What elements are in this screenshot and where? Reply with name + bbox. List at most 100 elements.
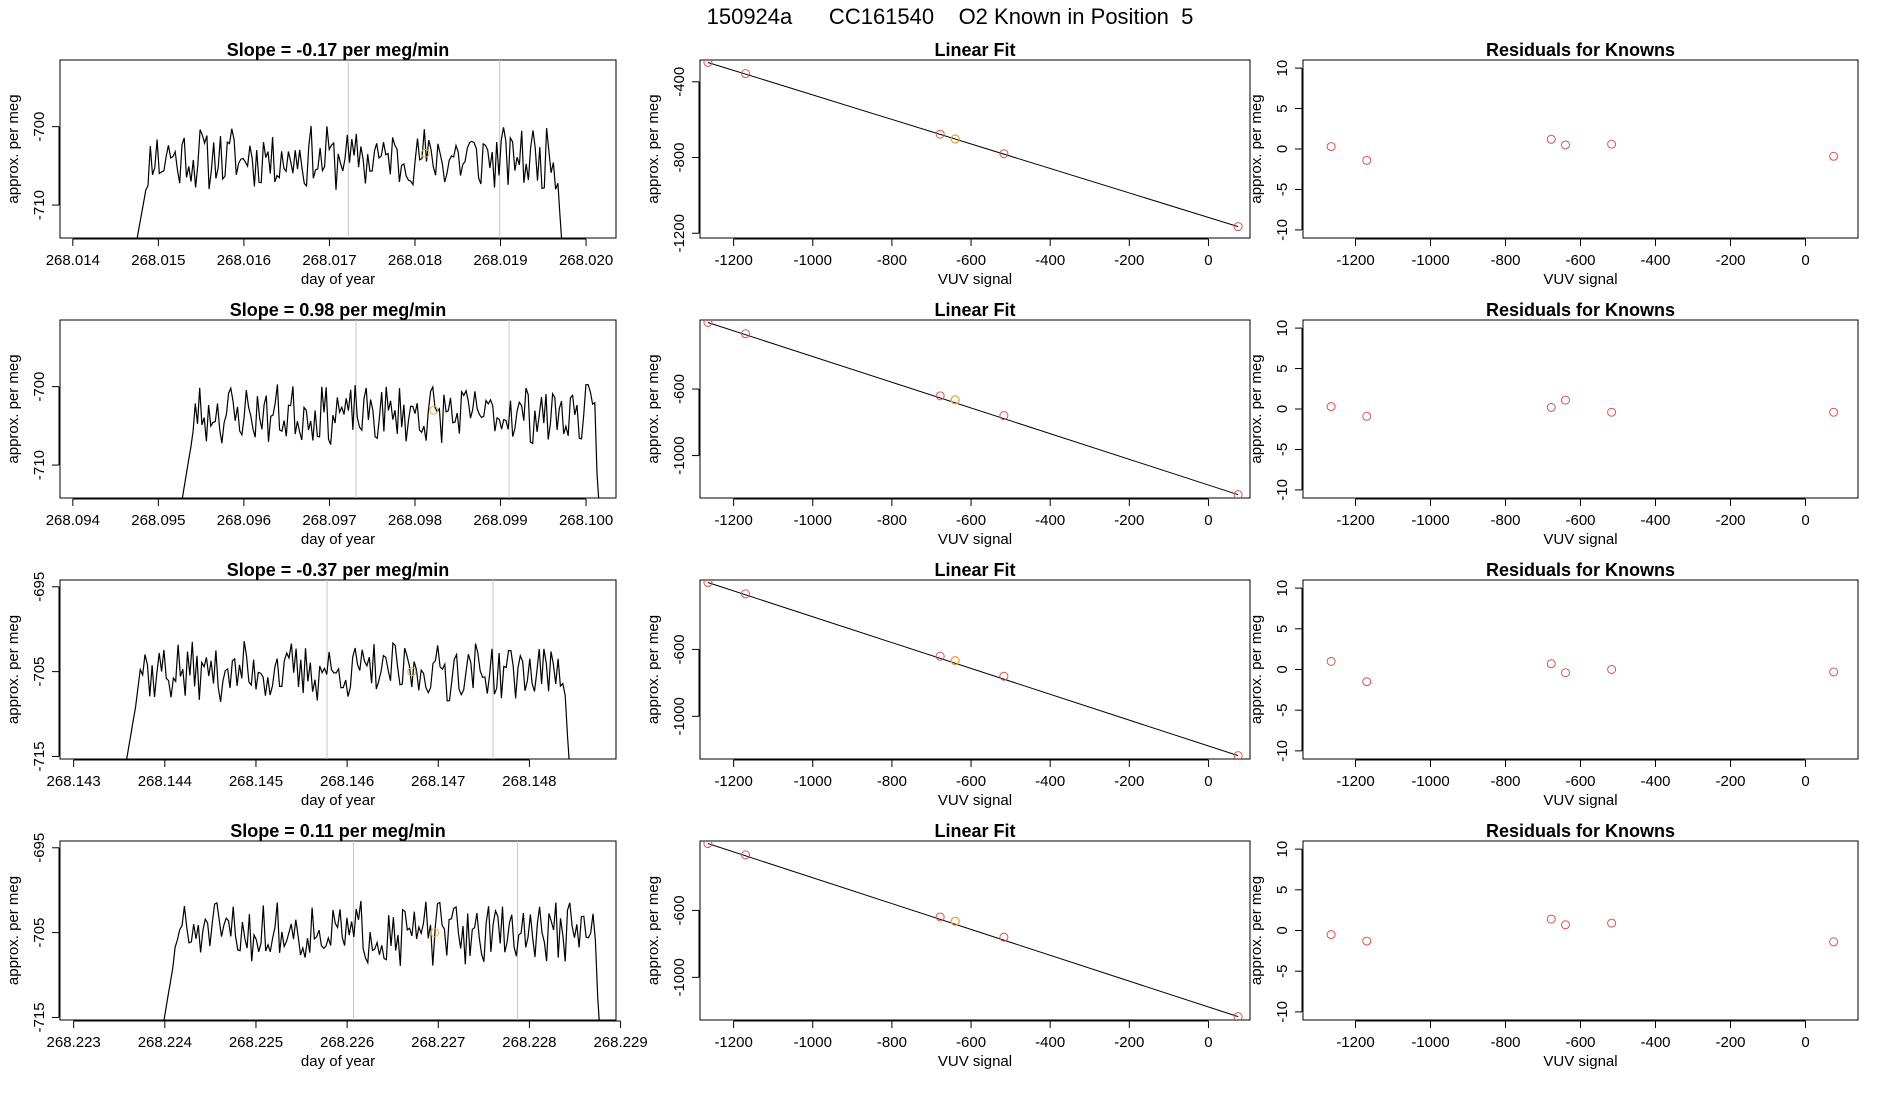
x-tick-label: 268.014 — [46, 252, 100, 269]
x-tick-label: -1000 — [1411, 773, 1449, 790]
data-point — [741, 69, 751, 79]
x-tick-label: 0 — [1801, 773, 1809, 790]
data-point — [935, 391, 945, 401]
x-tick-label: -600 — [1565, 512, 1595, 529]
x-tick-label: -1000 — [794, 1034, 832, 1051]
x-tick-label: -600 — [1565, 773, 1595, 790]
data-point — [741, 589, 751, 599]
data-point — [1362, 155, 1372, 165]
fit-line — [707, 322, 1239, 496]
y-axis-label: approx. per meg — [1248, 876, 1265, 985]
data-point — [1326, 142, 1336, 152]
x-tick-label: -200 — [1715, 773, 1745, 790]
panel-2-3: Residuals for Knowns-1200 -1000 -800 -600 -4… — [1248, 300, 1859, 548]
y-tick-label: -705 — [31, 657, 48, 687]
sample-point-marker — [420, 148, 430, 158]
data-point — [1607, 407, 1617, 417]
x-tick-label: -200 — [1715, 1034, 1745, 1051]
data-point — [1326, 402, 1336, 412]
x-tick-label: 268.020 — [559, 252, 613, 269]
x-tick-label: -1000 — [794, 773, 832, 790]
x-tick-label: 268.225 — [229, 1034, 283, 1051]
data-point — [1233, 1012, 1243, 1020]
y-axis-label: approx. per meg — [5, 94, 22, 203]
y-tick-label: -695 — [31, 833, 48, 863]
x-tick-label: 268.227 — [411, 1034, 465, 1051]
x-tick-label: 268.148 — [502, 773, 556, 790]
plot-data — [126, 580, 570, 759]
x-tick-label: -200 — [1114, 1034, 1144, 1051]
x-tick-label: 268.097 — [302, 512, 356, 529]
x-tick-label: -400 — [1640, 512, 1670, 529]
y-tick-label: 5 — [1274, 104, 1291, 112]
y-tick-label: -1000 — [671, 958, 688, 996]
plot-data — [1326, 134, 1839, 165]
data-point — [1233, 222, 1243, 232]
y-tick-label: -705 — [31, 918, 48, 948]
data-point — [703, 580, 713, 588]
plot-data — [181, 320, 600, 498]
x-tick-label: -1200 — [714, 1034, 752, 1051]
y-tick-label: 0 — [1274, 665, 1291, 673]
panel-2-1: Slope = 0.98 per meg/min 268.094 268.095 26… — [5, 300, 617, 548]
x-tick-label: 268.224 — [138, 1034, 192, 1051]
x-tick-label: 268.098 — [388, 512, 442, 529]
x-tick-label: -800 — [1490, 773, 1520, 790]
x-tick-label: -800 — [877, 773, 907, 790]
data-point — [1607, 665, 1617, 674]
x-axis-label: VUV signal — [938, 792, 1012, 809]
x-axis-label: VUV signal — [938, 1053, 1012, 1070]
y-tick-label: 5 — [1274, 886, 1291, 894]
x-tick-label: -200 — [1114, 773, 1144, 790]
y-tick-label: -600 — [671, 895, 688, 925]
x-tick-label: -400 — [1035, 1034, 1065, 1051]
x-tick-label: 0 — [1801, 512, 1809, 529]
x-tick-label: 0 — [1801, 1034, 1809, 1051]
panel-title: Residuals for Knowns — [1486, 40, 1675, 60]
x-tick-label: 268.226 — [320, 1034, 374, 1051]
y-tick-label: -800 — [671, 143, 688, 173]
y-tick-label: -5 — [1274, 443, 1291, 456]
data-point — [1829, 407, 1839, 417]
x-tick-label: 268.095 — [131, 512, 185, 529]
y-tick-label: -400 — [671, 67, 688, 97]
x-tick-label: -1200 — [714, 512, 752, 529]
y-tick-label: 5 — [1274, 364, 1291, 372]
data-point — [1561, 920, 1570, 930]
y-tick-label: 0 — [1274, 926, 1291, 934]
data-point — [935, 912, 945, 922]
data-point — [935, 651, 945, 661]
data-point — [1546, 659, 1556, 669]
data-point — [1607, 139, 1617, 149]
x-tick-label: -400 — [1035, 512, 1065, 529]
data-point — [703, 60, 713, 67]
x-axis-label: VUV signal — [1543, 1053, 1617, 1070]
y-tick-label: -1000 — [671, 436, 688, 474]
panel-1-1: Slope = -0.17 per meg/min 268.014 268.015 2… — [5, 40, 617, 288]
y-axis-label: approx. per meg — [645, 876, 662, 985]
x-tick-label: -1000 — [1411, 512, 1449, 529]
y-tick-label: 10 — [1274, 60, 1291, 77]
plot-frame — [59, 319, 617, 499]
data-point — [1326, 930, 1336, 940]
plot-frame — [1302, 579, 1859, 760]
x-tick-label: -1200 — [1336, 773, 1374, 790]
panel-1-2: Linear Fit -1200 -1000 -800 -600 -400 -200 0 VUV… — [645, 40, 1251, 288]
x-tick-label: -600 — [956, 773, 986, 790]
x-tick-label: -400 — [1640, 1034, 1670, 1051]
x-axis-label: VUV signal — [1543, 271, 1617, 288]
panel-4-3: Residuals for Knowns-1200 -1000 -800 -600 -4… — [1248, 821, 1859, 1070]
x-tick-label: 268.019 — [473, 252, 527, 269]
x-tick-label: -600 — [956, 1034, 986, 1051]
x-tick-label: -800 — [877, 1034, 907, 1051]
panel-title: Slope = 0.11 per meg/min — [230, 821, 446, 841]
x-tick-label: -800 — [877, 252, 907, 269]
x-tick-label: -400 — [1640, 252, 1670, 269]
x-tick-label: 268.015 — [131, 252, 185, 269]
x-axis-label: day of year — [301, 1053, 375, 1070]
sample-point-marker — [950, 395, 960, 405]
x-tick-label: -800 — [1490, 512, 1520, 529]
data-point — [1546, 402, 1556, 412]
x-tick-label: -200 — [1715, 252, 1745, 269]
